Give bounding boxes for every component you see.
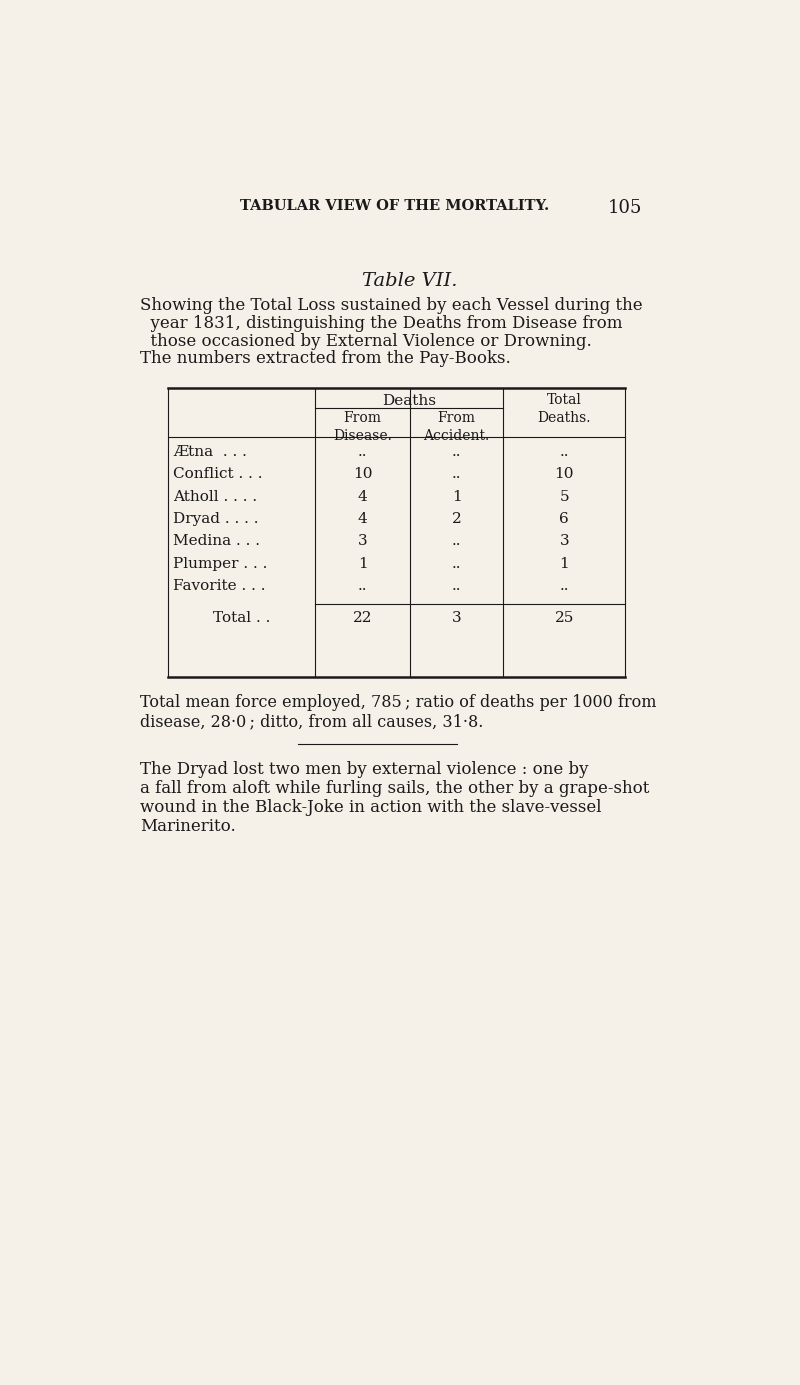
- Text: Medina . . .: Medina . . .: [173, 535, 260, 548]
- Text: Marinerito.: Marinerito.: [140, 819, 236, 835]
- Text: 1: 1: [559, 557, 569, 571]
- Text: 1: 1: [358, 557, 368, 571]
- Text: 3: 3: [358, 535, 367, 548]
- Text: Total mean force employed, 785 ; ratio of deaths per 1000 from: Total mean force employed, 785 ; ratio o…: [140, 694, 657, 711]
- Text: 25: 25: [554, 611, 574, 625]
- Text: 10: 10: [554, 467, 574, 481]
- Text: From
Accident.: From Accident.: [423, 411, 490, 443]
- Text: Favorite . . .: Favorite . . .: [173, 579, 266, 593]
- Text: Table VII.: Table VII.: [362, 273, 458, 291]
- Text: Ætna  . . .: Ætna . . .: [173, 445, 246, 458]
- Text: Total
Deaths.: Total Deaths.: [538, 392, 591, 425]
- Text: 10: 10: [353, 467, 373, 481]
- Text: The numbers extracted from the Pay-Books.: The numbers extracted from the Pay-Books…: [140, 350, 511, 367]
- Text: 4: 4: [358, 512, 368, 526]
- Text: ..: ..: [358, 445, 367, 458]
- Text: year 1831, distinguishing the Deaths from Disease from: year 1831, distinguishing the Deaths fro…: [140, 314, 622, 332]
- Text: Dryad . . . .: Dryad . . . .: [173, 512, 258, 526]
- Text: 4: 4: [358, 490, 368, 504]
- Text: ..: ..: [559, 445, 569, 458]
- Text: Atholl . . . .: Atholl . . . .: [173, 490, 257, 504]
- Text: 105: 105: [608, 198, 642, 216]
- Text: Conflict . . .: Conflict . . .: [173, 467, 262, 481]
- Text: Plumper . . .: Plumper . . .: [173, 557, 267, 571]
- Text: TABULAR VIEW OF THE MORTALITY.: TABULAR VIEW OF THE MORTALITY.: [239, 198, 549, 212]
- Text: 3: 3: [452, 611, 462, 625]
- Text: ..: ..: [559, 579, 569, 593]
- Text: The Dryad lost two men by external violence : one by: The Dryad lost two men by external viole…: [140, 760, 589, 777]
- Text: a fall from aloft while furling sails, the other by a grape-shot: a fall from aloft while furling sails, t…: [140, 780, 650, 796]
- Text: ..: ..: [358, 579, 367, 593]
- Text: Deaths: Deaths: [382, 395, 436, 409]
- Text: 6: 6: [559, 512, 569, 526]
- Text: ..: ..: [452, 445, 462, 458]
- Text: Showing the Total Loss sustained by each Vessel during the: Showing the Total Loss sustained by each…: [140, 298, 643, 314]
- Text: ..: ..: [452, 535, 462, 548]
- Text: ..: ..: [452, 557, 462, 571]
- Text: Total . .: Total . .: [213, 611, 270, 625]
- Text: disease, 28·0 ; ditto, from all causes, 31·8.: disease, 28·0 ; ditto, from all causes, …: [140, 713, 484, 730]
- Text: those occasioned by External Violence or Drowning.: those occasioned by External Violence or…: [140, 332, 592, 349]
- Text: 3: 3: [559, 535, 569, 548]
- Text: 2: 2: [452, 512, 462, 526]
- Text: wound in the Black-Joke in action with the slave-vessel: wound in the Black-Joke in action with t…: [140, 799, 602, 816]
- Text: ..: ..: [452, 579, 462, 593]
- Text: 22: 22: [353, 611, 373, 625]
- Text: ..: ..: [452, 467, 462, 481]
- Text: From
Disease.: From Disease.: [334, 411, 392, 443]
- Text: 5: 5: [559, 490, 569, 504]
- Text: 1: 1: [452, 490, 462, 504]
